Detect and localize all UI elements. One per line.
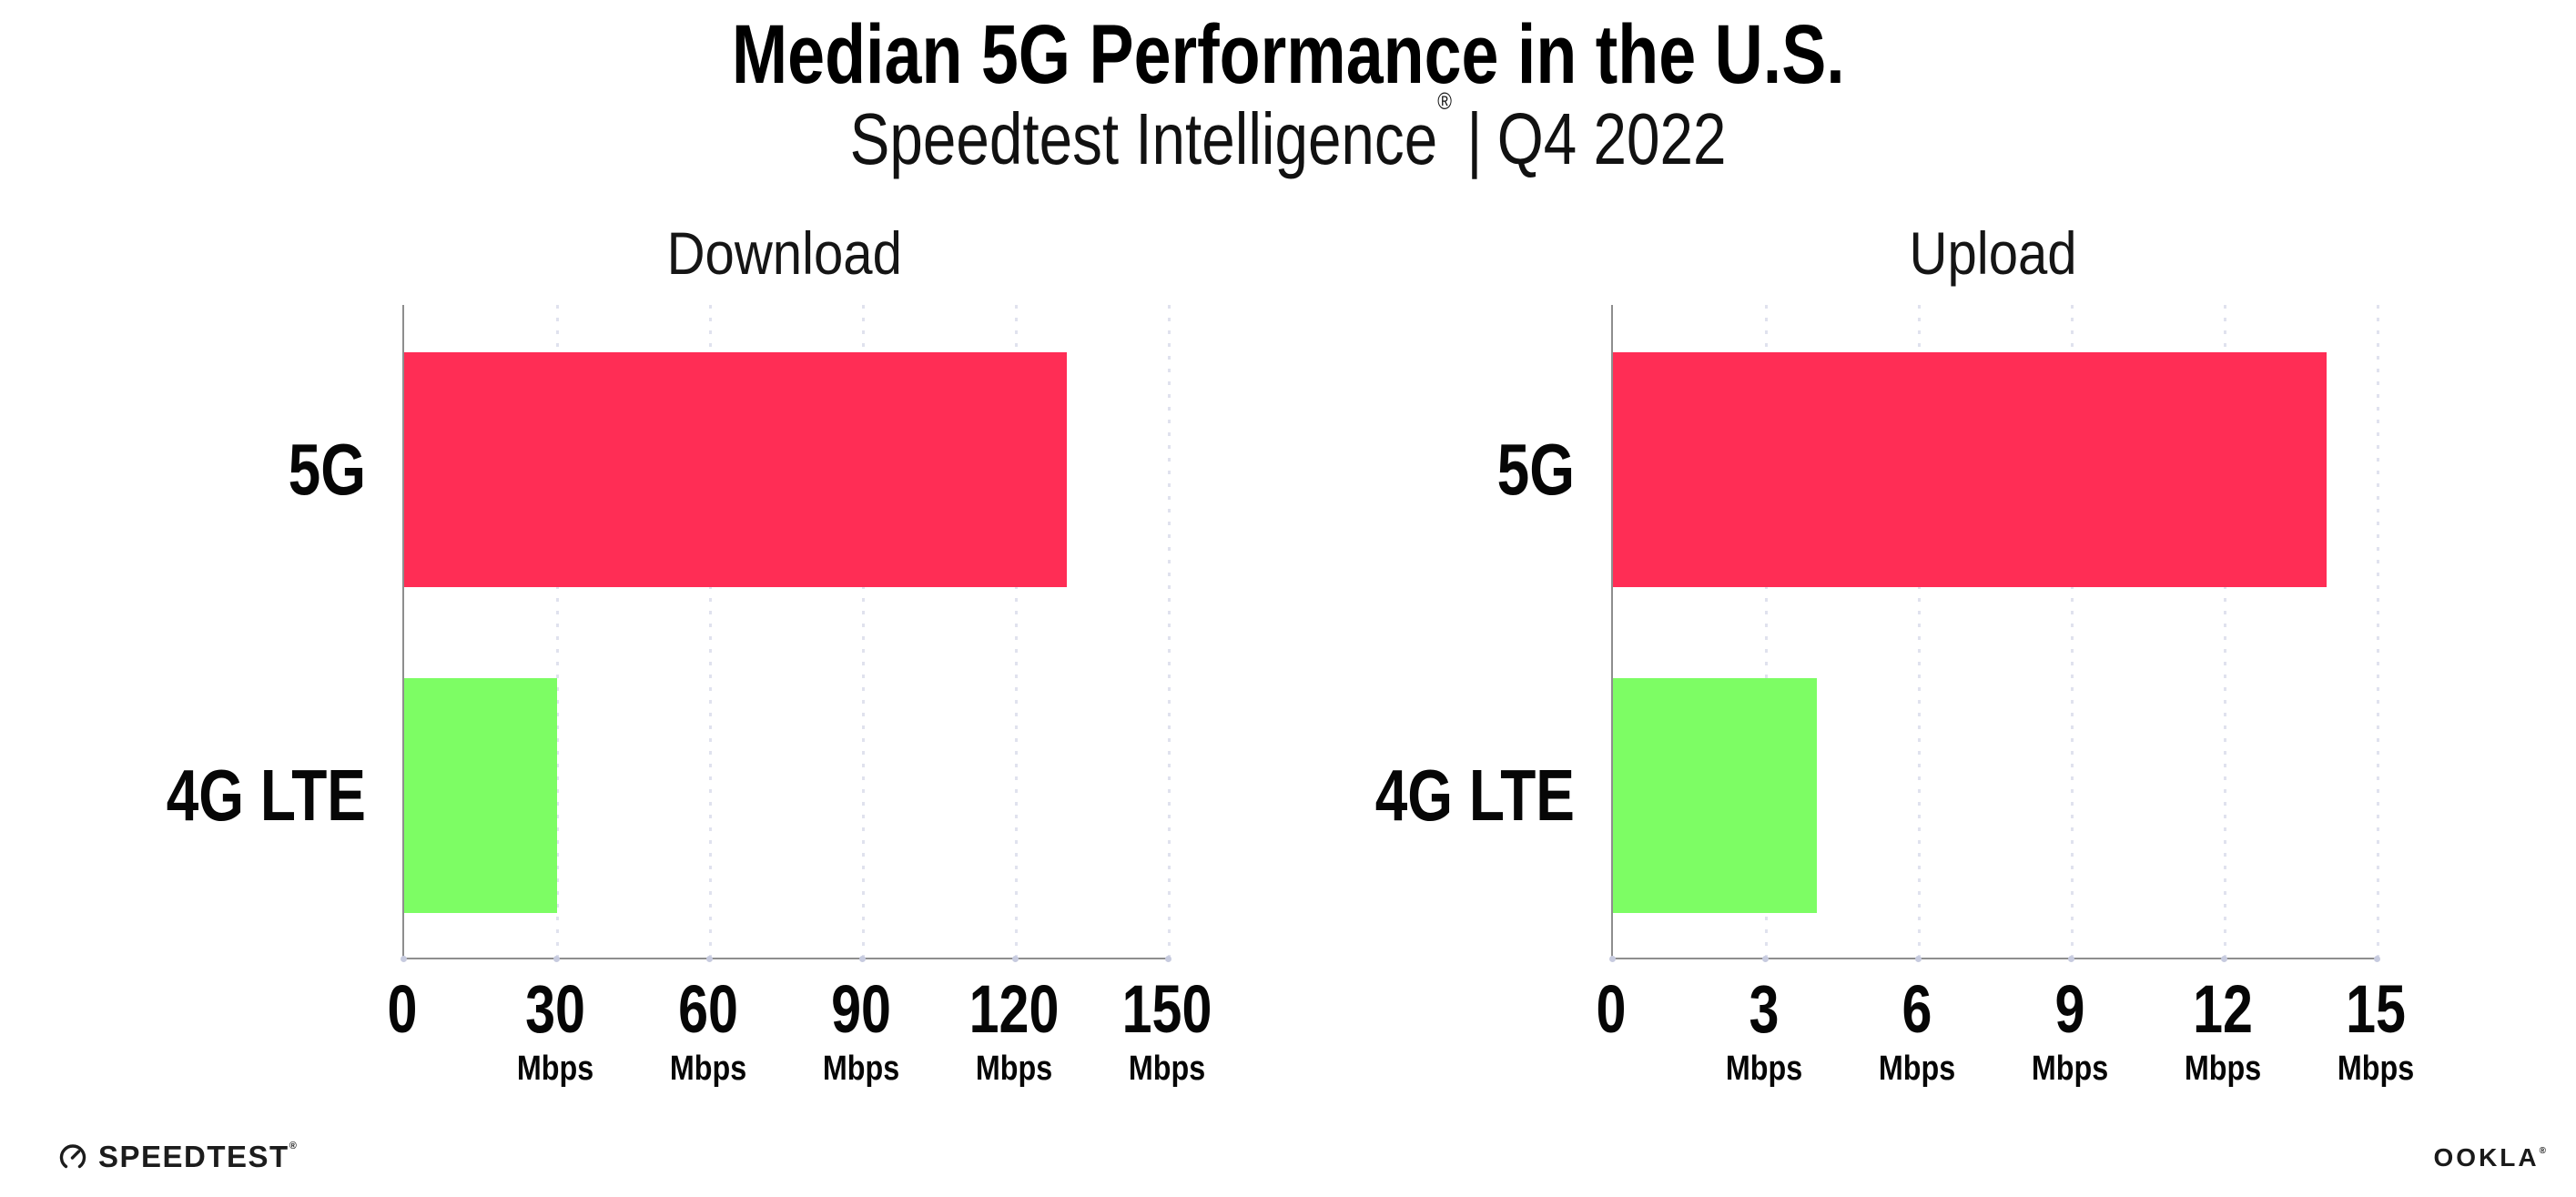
gridline (2224, 305, 2226, 958)
x-tick-value: 9 (2054, 971, 2085, 1047)
x-tick-value: 150 (1121, 971, 1212, 1047)
speedtest-logo: SPEEDTEST® (56, 1140, 297, 1174)
axis-tick-mark (1165, 956, 1171, 962)
x-tick-label: 120 Mbps (958, 971, 1070, 1088)
download-plot-area: 5G 4G LTE (167, 305, 1171, 962)
x-tick-unit: Mbps (975, 1050, 1053, 1088)
axis-tick-mark (401, 956, 407, 962)
upload-x-axis-ticks: 0 3 Mbps 6 Mbps 9 Mbps 12 Mbps 15 Mbps (1597, 971, 2415, 1121)
bar-5g (404, 351, 1067, 587)
gridline (1168, 305, 1171, 958)
x-tick-label: 0 (383, 976, 421, 1043)
x-tick-value: 30 (525, 971, 585, 1047)
registered-trademark-symbol: ® (1437, 87, 1452, 115)
x-tick-label: 150 Mbps (1111, 971, 1222, 1088)
x-tick-unit: Mbps (822, 1050, 900, 1088)
x-tick-value: 120 (969, 971, 1060, 1047)
axis-tick-mark (1762, 956, 1769, 962)
x-tick-value: 90 (831, 971, 891, 1047)
x-tick-label: 12 Mbps (2177, 971, 2267, 1088)
x-tick-unit: Mbps (516, 1050, 594, 1088)
axis-tick-mark (859, 956, 866, 962)
x-tick-label: 9 Mbps (2024, 971, 2115, 1088)
subtitle-separator: | (1466, 98, 1483, 179)
gridline (1918, 305, 1921, 958)
x-tick-unit: Mbps (669, 1050, 747, 1088)
x-tick-label: 0 (1592, 976, 1629, 1043)
x-tick-unit: Mbps (1725, 1050, 1803, 1088)
x-tick-value: 15 (2346, 971, 2406, 1047)
page-title-text: Median 5G Performance in the U.S. (731, 8, 1845, 101)
axis-tick-mark (1915, 956, 1922, 962)
x-tick-unit: Mbps (1878, 1050, 1956, 1088)
y-axis-label-4g-lte: 4G LTE (1374, 755, 1575, 837)
x-tick-label: 30 Mbps (510, 971, 600, 1088)
download-chart: Download 5G 4G LTE 0 30 Mbps 60 Mbps 90 Mbps 12… (167, 218, 1212, 1129)
x-tick-label: 3 Mbps (1719, 971, 1809, 1088)
x-tick-label: 60 Mbps (663, 971, 753, 1088)
speedtest-wordmark: SPEEDTEST® (98, 1140, 297, 1173)
axis-tick-mark (2374, 956, 2380, 962)
axis-tick-mark (1012, 956, 1019, 962)
bar-5g (1613, 351, 2327, 587)
x-tick-value: 6 (1902, 971, 1932, 1047)
x-tick-label: 90 Mbps (816, 971, 906, 1088)
axis-tick-mark (706, 956, 713, 962)
x-tick-unit: Mbps (2184, 1050, 2262, 1088)
x-tick-value: 3 (1749, 971, 1780, 1047)
x-tick-value: 0 (1596, 971, 1627, 1047)
gridline (556, 305, 559, 958)
download-x-axis-ticks: 0 30 Mbps 60 Mbps 90 Mbps 120 Mbps 150 Mbps (388, 971, 1212, 1121)
speedtest-gauge-icon (59, 1144, 86, 1169)
page-title: Median 5G Performance in the U.S. (0, 7, 2576, 103)
bar-4g-lte (404, 678, 557, 914)
x-tick-label: 15 Mbps (2330, 971, 2420, 1088)
upload-chart-title: Upload (1909, 219, 2078, 287)
subtitle-product: Speedtest Intelligence (849, 98, 1438, 179)
gridline (2071, 305, 2074, 958)
bar-4g-lte (1613, 678, 1817, 914)
subtitle-period: Q4 2022 (1496, 98, 1727, 179)
upload-chart: Upload 5G 4G LTE 0 3 Mbps 6 Mbps 9 Mbps 12 Mbps 1… (1375, 218, 2415, 1129)
page-subtitle: Speedtest Intelligence® | Q4 2022 (0, 87, 2576, 181)
axis-tick-mark (1609, 956, 1616, 962)
upload-plot-area: 5G 4G LTE (1375, 305, 2380, 962)
page-subtitle-text: Speedtest Intelligence® | Q4 2022 (850, 87, 1727, 181)
gridline (862, 305, 865, 958)
y-axis-label-5g: 5G (288, 428, 366, 510)
y-axis-label-5g: 5G (1496, 428, 1575, 510)
speedtest-trademark-symbol: ® (289, 1141, 297, 1151)
gridline (1765, 305, 1768, 958)
gridline (709, 305, 712, 958)
x-tick-label: 6 Mbps (1871, 971, 1962, 1088)
x-tick-value: 60 (678, 971, 738, 1047)
x-tick-value: 12 (2193, 971, 2253, 1047)
download-chart-title: Download (666, 219, 903, 287)
axis-tick-mark (2068, 956, 2074, 962)
gridline (1015, 305, 1018, 958)
axis-tick-mark (2221, 956, 2227, 962)
gridline (2377, 305, 2379, 958)
ookla-wordmark: OOKLA® (2433, 1143, 2546, 1172)
axis-tick-mark (553, 956, 560, 962)
ookla-logo: OOKLA® (2434, 1143, 2546, 1172)
y-axis-label-4g-lte: 4G LTE (166, 755, 366, 837)
x-tick-value: 0 (387, 971, 418, 1047)
ookla-trademark-symbol: ® (2539, 1146, 2546, 1156)
x-tick-unit: Mbps (2031, 1050, 2109, 1088)
x-tick-unit: Mbps (1128, 1050, 1206, 1088)
x-tick-unit: Mbps (2337, 1050, 2415, 1088)
